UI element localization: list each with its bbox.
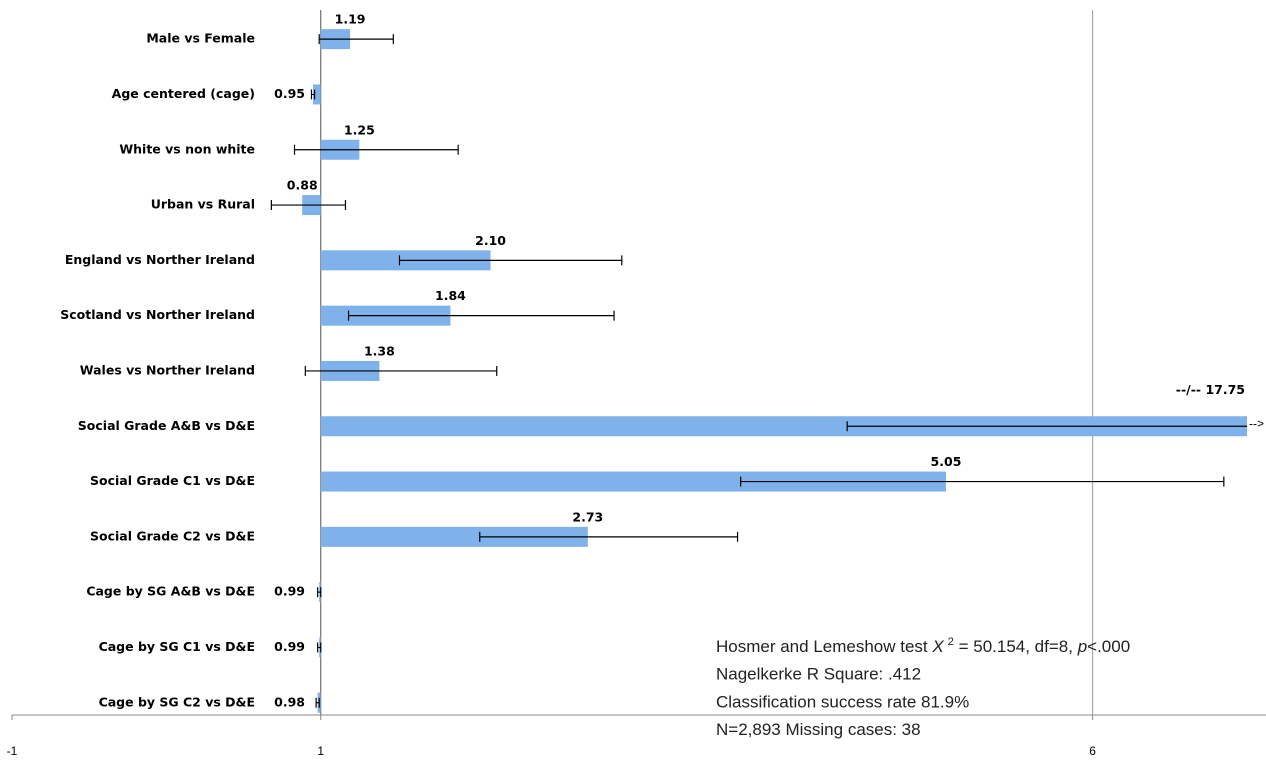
x-tick-label: 6 bbox=[1089, 744, 1096, 758]
overflow-marker: --> bbox=[1249, 416, 1264, 430]
category-label: Social Grade C1 vs D&E bbox=[90, 473, 255, 488]
category-label: England vs Norther Ireland bbox=[65, 252, 255, 267]
annotation-part: Classification success rate 81.9% bbox=[716, 693, 969, 712]
value-label: 1.25 bbox=[344, 122, 375, 137]
value-label: 0.99 bbox=[274, 584, 305, 599]
category-label: Age centered (cage) bbox=[112, 86, 255, 101]
value-label: 1.19 bbox=[335, 12, 366, 27]
category-label: Social Grade C2 vs D&E bbox=[90, 528, 255, 543]
category-label: White vs non white bbox=[119, 141, 255, 156]
annotation: Nagelkerke R Square: .412 bbox=[716, 665, 921, 684]
annotation-part: X bbox=[931, 637, 944, 656]
value-label: 0.95 bbox=[274, 86, 305, 101]
annotation: N=2,893 Missing cases: 38 bbox=[716, 721, 921, 740]
plot-area bbox=[270, 29, 1247, 713]
annotation-part: Hosmer and Lemeshow test bbox=[716, 637, 932, 656]
bar bbox=[320, 471, 946, 492]
category-label: Cage by SG A&B vs D&E bbox=[86, 584, 255, 599]
category-label: Male vs Female bbox=[146, 31, 255, 46]
category-label: Social Grade A&B vs D&E bbox=[78, 418, 255, 433]
annotation-part: p bbox=[1077, 637, 1087, 656]
category-label: Urban vs Rural bbox=[151, 197, 255, 212]
annotation: Classification success rate 81.9% bbox=[716, 693, 969, 712]
annotation-part: 2 bbox=[948, 636, 954, 648]
annotation-part: Nagelkerke R Square: .412 bbox=[716, 665, 921, 684]
value-label: 2.10 bbox=[475, 233, 506, 248]
bar bbox=[320, 526, 588, 547]
bar bbox=[320, 416, 1247, 437]
value-label: 1.38 bbox=[364, 343, 395, 358]
value-label: 2.73 bbox=[572, 509, 603, 524]
value-label: 0.98 bbox=[274, 694, 305, 709]
annotation-part: <.000 bbox=[1087, 637, 1130, 656]
category-label: Scotland vs Norther Ireland bbox=[60, 307, 255, 322]
x-tick-label: 1 bbox=[317, 744, 324, 758]
value-label: 1.84 bbox=[435, 288, 466, 303]
x-tick-label: -1 bbox=[7, 744, 18, 758]
value-label: 0.99 bbox=[274, 639, 305, 654]
value-label: --/-- 17.75 bbox=[1176, 382, 1245, 397]
value-label: 0.88 bbox=[287, 178, 318, 193]
bar bbox=[313, 84, 321, 105]
category-label: Cage by SG C1 vs D&E bbox=[99, 639, 255, 654]
annotation-part: = 50.154, df=8, bbox=[954, 637, 1078, 656]
category-label: Cage by SG C2 vs D&E bbox=[99, 694, 255, 709]
category-label: Wales vs Norther Ireland bbox=[80, 362, 255, 377]
annotation-part: N=2,893 Missing cases: 38 bbox=[716, 721, 921, 740]
value-label: 5.05 bbox=[931, 454, 962, 469]
